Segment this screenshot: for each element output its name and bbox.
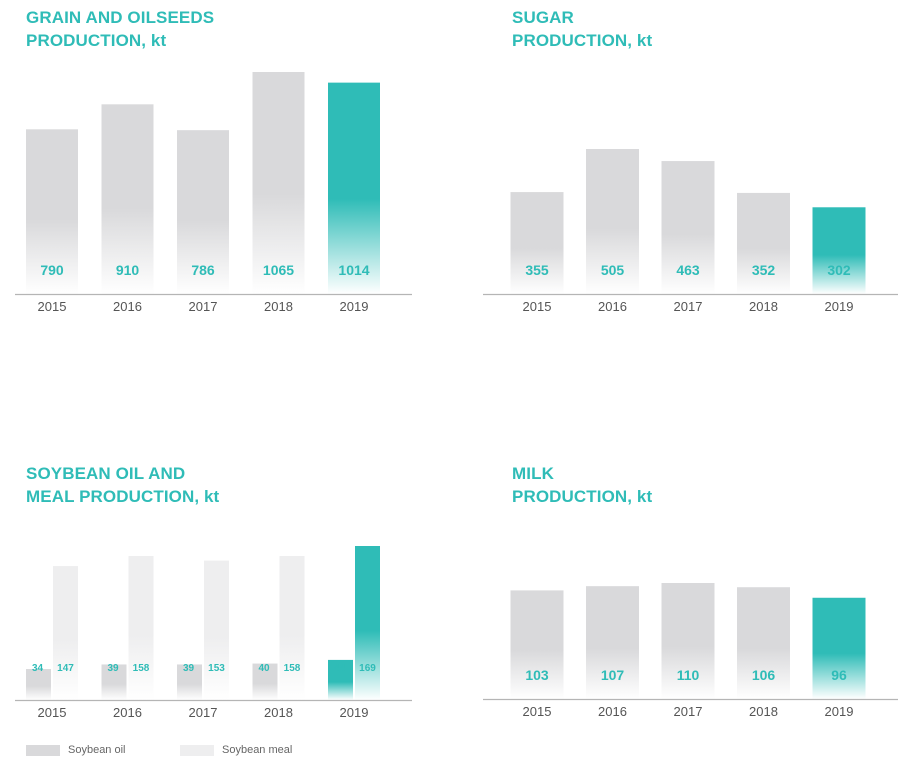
bar-2017 — [661, 583, 715, 699]
x-tick-label-2018: 2018 — [264, 299, 293, 314]
soy-title-line2: MEAL PRODUCTION, kt — [26, 487, 220, 506]
x-tick-label-2016: 2016 — [113, 705, 142, 720]
value-label-soybean-oil-2018: 40 — [258, 663, 270, 674]
bar-2016 — [586, 149, 639, 294]
legend-label-soybean-meal: Soybean meal — [222, 744, 293, 756]
x-tick-label-2015: 2015 — [38, 705, 67, 720]
value-label-soybean-meal-2019: 169 — [359, 663, 376, 674]
bar-2019 — [812, 207, 866, 294]
x-tick-label-2017: 2017 — [189, 705, 218, 720]
sugar-title-line2: PRODUCTION, kt — [512, 31, 653, 50]
sugar-chart-title: SUGAR PRODUCTION, kt — [512, 6, 652, 52]
value-label-soybean-meal-2018: 158 — [284, 663, 301, 674]
value-label-soybean-meal-2015: 147 — [57, 663, 74, 674]
bar-2019 — [328, 82, 380, 295]
x-tick-label-2016: 2016 — [598, 704, 627, 719]
bar-soybean-meal-2016 — [128, 556, 154, 700]
value-label-2016: 505 — [601, 262, 625, 278]
x-tick-label-2018: 2018 — [749, 299, 778, 314]
bar-soybean-meal-2018 — [279, 556, 305, 700]
x-tick-label-2019: 2019 — [340, 299, 369, 314]
bar-2015 — [510, 192, 564, 294]
value-label-2018: 1065 — [263, 262, 294, 278]
grain-title-line1: GRAIN AND OILSEEDS — [26, 8, 215, 27]
x-tick-label-2016: 2016 — [113, 299, 142, 314]
x-tick-label-2018: 2018 — [264, 705, 293, 720]
x-tick-label-2017: 2017 — [674, 704, 703, 719]
value-label-2016: 107 — [601, 667, 625, 683]
soy-legend-meal: Soybean meal — [180, 744, 292, 756]
x-tick-label-2015: 2015 — [38, 299, 67, 314]
x-tick-label-2018: 2018 — [749, 704, 778, 719]
x-tick-label-2017: 2017 — [189, 299, 218, 314]
grain-title-line2: PRODUCTION, kt — [26, 31, 167, 50]
bar-2018 — [737, 587, 790, 699]
bar-soybean-oil-2018 — [252, 663, 278, 700]
x-tick-label-2015: 2015 — [523, 299, 552, 314]
bar-2016 — [101, 104, 154, 294]
bar-soybean-meal-2015 — [53, 566, 78, 700]
x-tick-label-2015: 2015 — [523, 704, 552, 719]
value-label-soybean-oil-2017: 39 — [183, 663, 195, 674]
value-label-2018: 106 — [752, 667, 776, 683]
bar-soybean-oil-2019 — [328, 659, 353, 700]
bar-2018 — [737, 192, 790, 294]
value-label-soybean-meal-2017: 153 — [208, 663, 225, 674]
bar-soybean-meal-2017 — [204, 560, 229, 700]
legend-swatch-soybean-meal — [180, 744, 214, 756]
value-label-2019: 96 — [831, 667, 847, 683]
value-label-2015: 790 — [40, 262, 64, 278]
bar-2017 — [661, 161, 715, 294]
grain-chart-title: GRAIN AND OILSEEDS PRODUCTION, kt — [26, 6, 214, 52]
bar-2016 — [586, 586, 639, 699]
value-label-2016: 910 — [116, 262, 140, 278]
soy-chart-title: SOYBEAN OIL AND MEAL PRODUCTION, kt — [26, 462, 219, 508]
value-label-soybean-meal-2016: 158 — [133, 663, 150, 674]
value-label-2019: 1014 — [338, 262, 369, 278]
x-tick-label-2019: 2019 — [340, 705, 369, 720]
x-tick-label-2019: 2019 — [825, 299, 854, 314]
legend-swatch-soybean-oil — [26, 744, 60, 756]
value-label-soybean-oil-2019: 44 — [334, 663, 346, 674]
value-label-2015: 103 — [525, 667, 549, 683]
bar-2019 — [812, 597, 866, 699]
bar-2018 — [252, 72, 305, 294]
x-tick-label-2016: 2016 — [598, 299, 627, 314]
x-tick-label-2017: 2017 — [674, 299, 703, 314]
soy-legend-oil: Soybean oil — [26, 744, 126, 756]
sugar-title-line1: SUGAR — [512, 8, 574, 27]
bar-soybean-oil-2015 — [26, 669, 51, 700]
bar-2015 — [510, 590, 564, 699]
bar-2017 — [177, 130, 229, 294]
bar-soybean-meal-2019 — [355, 546, 380, 700]
value-label-2019: 302 — [827, 262, 851, 278]
milk-chart-title: MILK PRODUCTION, kt — [512, 462, 652, 508]
x-tick-label-2019: 2019 — [825, 704, 854, 719]
value-label-2018: 352 — [752, 262, 776, 278]
value-label-soybean-oil-2015: 34 — [32, 663, 44, 674]
legend-label-soybean-oil: Soybean oil — [68, 744, 126, 756]
value-label-2017: 110 — [677, 667, 700, 683]
milk-title-line1: MILK — [512, 464, 554, 483]
value-label-soybean-oil-2016: 39 — [107, 663, 119, 674]
bar-soybean-oil-2016 — [101, 664, 127, 700]
value-label-2017: 786 — [191, 262, 215, 278]
bar-soybean-oil-2017 — [177, 664, 202, 700]
value-label-2015: 355 — [525, 262, 549, 278]
bar-2015 — [26, 129, 78, 294]
soy-title-line1: SOYBEAN OIL AND — [26, 464, 186, 483]
milk-title-line2: PRODUCTION, kt — [512, 487, 653, 506]
value-label-2017: 463 — [676, 262, 700, 278]
